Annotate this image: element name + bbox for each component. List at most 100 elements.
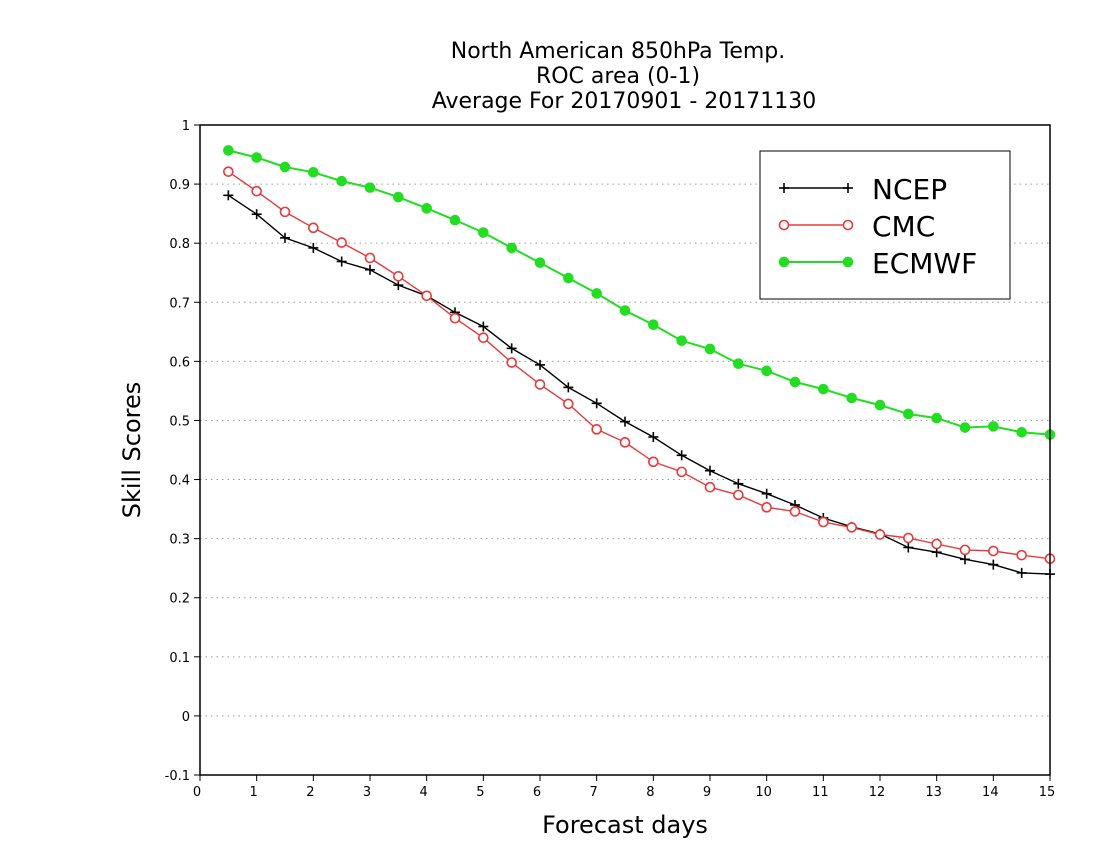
legend-label-ecmwf: ECMWF [872, 247, 977, 280]
x-axis-label: Forecast days [542, 811, 708, 839]
data-point-ncep [761, 488, 772, 499]
legend-marker [843, 183, 853, 193]
y-axis-label: Skill Scores [118, 382, 146, 519]
data-point-ncep [591, 398, 602, 409]
data-point-ncep [960, 554, 970, 565]
x-tick-label: 5 [476, 785, 484, 800]
data-point-ncep [336, 256, 347, 267]
data-point-ecmwf [421, 203, 432, 214]
data-point-ecmwf [308, 166, 319, 178]
data-point-cmc [223, 166, 234, 177]
legend-marker [842, 256, 854, 268]
y-tick-label: 0.1 [169, 651, 190, 666]
data-point-cmc [874, 529, 886, 540]
data-point-ncep [365, 264, 375, 275]
y-axis-ticks: -0.1 0 0.1 0.2 0.3 0.4 0.5 0.6 0.7 0.8 0.9 1 [165, 119, 200, 784]
y-tick-label: 0 [182, 710, 190, 725]
data-point-ecmwf [648, 319, 659, 331]
data-point-cmc [534, 379, 546, 390]
data-point-cmc [903, 532, 914, 544]
y-tick-label: -0.1 [165, 769, 190, 784]
title-line-2: ROC area (0-1) [536, 64, 700, 89]
title-line-3: Average For 20170901 - 20171130 [432, 89, 817, 114]
data-point-cmc [619, 437, 631, 448]
plot-frame [199, 124, 1051, 776]
data-point-ecmwf [761, 365, 772, 377]
data-point-cmc [279, 206, 291, 218]
data-point-cmc [251, 185, 262, 197]
data-point-ecmwf [676, 335, 687, 346]
legend-marker [779, 183, 789, 193]
data-point-cmc [704, 481, 716, 493]
data-point-cmc [336, 237, 347, 248]
data-point-ncep [733, 478, 744, 489]
data-point-ecmwf [789, 376, 801, 388]
data-point-ecmwf [563, 272, 574, 284]
chart-title: North American 850hPa Temp. ROC area (0-… [432, 39, 817, 114]
y-tick-label: 0.3 [169, 533, 190, 548]
data-point-cmc [789, 506, 801, 517]
data-point-cmc [506, 357, 517, 368]
y-tick-label: 0.5 [169, 414, 190, 429]
data-point-ncep [676, 450, 687, 461]
legend-entries: NCEP CMC ECMWF [778, 173, 977, 280]
data-point-ecmwf [336, 175, 347, 187]
data-point-ecmwf [619, 305, 631, 316]
data-point-cmc [1016, 549, 1027, 561]
data-point-ncep [988, 559, 999, 570]
data-point-ecmwf [874, 399, 886, 411]
x-tick-label: 14 [982, 785, 999, 800]
data-point-cmc [648, 456, 659, 468]
data-point-ecmwf [988, 421, 999, 432]
data-point-cmc [931, 538, 942, 550]
series-cmc [223, 166, 1056, 565]
legend-item-ecmwf: ECMWF [778, 247, 977, 280]
data-point-cmc [733, 489, 744, 501]
data-point-ecmwf [704, 343, 716, 355]
y-tick-label: 0.4 [169, 474, 190, 489]
data-point-ncep [563, 382, 574, 393]
data-point-ecmwf [903, 408, 914, 420]
data-point-cmc [591, 424, 602, 435]
data-point-ecmwf [279, 161, 291, 173]
data-point-ecmwf [364, 182, 376, 193]
x-tick-label: 12 [869, 785, 886, 800]
x-tick-label: 7 [590, 785, 598, 800]
x-tick-label: 13 [925, 785, 942, 800]
series-lines [223, 145, 1056, 580]
data-point-ecmwf [818, 383, 829, 395]
x-axis-ticks: 0 1 2 3 4 5 6 7 8 9 10 11 12 13 14 15 [193, 775, 1055, 800]
data-point-ncep [620, 416, 630, 427]
data-point-ncep [251, 209, 262, 220]
x-tick-label: 3 [363, 785, 371, 800]
data-point-ecmwf [591, 288, 602, 299]
data-point-ncep [308, 242, 319, 253]
data-point-cmc [421, 290, 432, 302]
data-point-cmc [478, 332, 489, 344]
data-point-cmc [846, 522, 857, 533]
x-tick-label: 0 [193, 785, 201, 800]
legend: NCEP CMC ECMWF [759, 150, 1011, 300]
data-point-ncep [903, 542, 914, 553]
data-point-cmc [988, 545, 999, 557]
y-tick-label: 0.7 [169, 296, 190, 311]
x-tick-label: 4 [420, 785, 428, 800]
legend-marker [778, 256, 790, 268]
data-point-ncep [393, 280, 404, 291]
legend-item-ncep: NCEP [779, 173, 947, 206]
data-point-ecmwf [959, 422, 971, 433]
x-tick-label: 11 [812, 785, 829, 800]
legend-marker [778, 219, 790, 231]
data-point-ecmwf [251, 152, 262, 163]
data-point-cmc [449, 312, 461, 324]
x-tick-label: 6 [533, 785, 541, 800]
data-point-cmc [761, 502, 772, 513]
data-point-ncep [1016, 567, 1027, 578]
series-ecmwf [223, 145, 1056, 440]
data-point-ecmwf [846, 392, 857, 404]
data-point-ecmwf [478, 227, 489, 238]
title-line-1: North American 850hPa Temp. [451, 39, 786, 64]
data-point-ncep [506, 343, 517, 354]
data-point-ecmwf [733, 358, 744, 370]
